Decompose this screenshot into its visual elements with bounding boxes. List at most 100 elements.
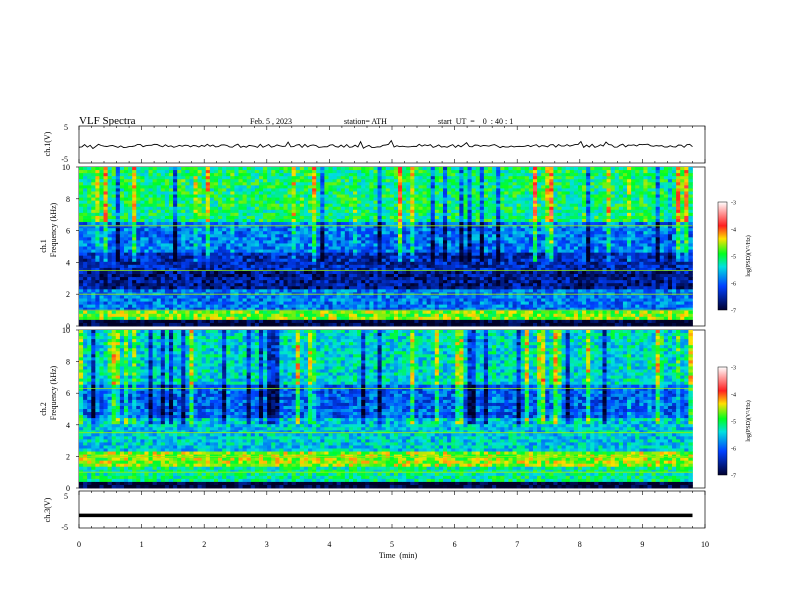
spectrogram-cell xyxy=(91,176,96,180)
spectrogram-cell xyxy=(79,179,84,183)
spectrogram-cell xyxy=(332,264,338,269)
spectrogram-cell xyxy=(91,234,96,238)
spectrogram-cell xyxy=(103,298,109,302)
spectrogram-cell xyxy=(328,234,333,238)
spectrogram-cell xyxy=(381,243,387,247)
spectrogram-cell xyxy=(222,295,227,299)
spectrogram-cell xyxy=(83,188,88,192)
spectrogram-cell xyxy=(148,249,154,254)
spectrogram-cell xyxy=(222,310,227,315)
spectrogram-cell xyxy=(246,298,252,302)
spectrogram-cell xyxy=(459,197,464,202)
spectrogram-cell xyxy=(238,322,243,327)
spectrogram-cell xyxy=(177,173,182,177)
spectrogram-cell xyxy=(83,222,88,226)
spectrogram-cell xyxy=(381,246,387,250)
spectrogram-cell xyxy=(353,209,358,214)
spectrogram-cell xyxy=(168,289,174,293)
spectrogram-cell xyxy=(324,231,329,235)
spectrogram-cell xyxy=(459,252,464,257)
spectrogram-cell xyxy=(434,252,440,257)
spectrogram-cell xyxy=(99,170,104,174)
spectrogram-cell xyxy=(140,237,145,241)
spectrogram-cell xyxy=(234,274,239,278)
spectrogram-cell xyxy=(205,298,211,302)
spectrogram-cell xyxy=(381,206,387,211)
spectrogram-cell xyxy=(209,255,215,260)
spectrogram-cell xyxy=(193,304,199,309)
spectrogram-cell xyxy=(422,197,428,202)
spectrogram-cell xyxy=(430,200,436,205)
spectrogram-cell xyxy=(128,170,133,174)
spectrogram-cell xyxy=(340,319,346,324)
spectrogram-cell xyxy=(320,209,325,214)
spectrogram-cell xyxy=(271,170,276,174)
spectrogram-cell xyxy=(119,307,125,312)
spectrogram-cell xyxy=(320,206,325,211)
spectrogram-cell xyxy=(140,222,145,226)
spectrogram-cell xyxy=(197,277,203,281)
spectrogram-cell xyxy=(173,194,178,198)
spectrogram-cell xyxy=(312,176,317,180)
spectrogram-cell xyxy=(189,200,194,205)
spectrogram-cell xyxy=(459,170,464,174)
spectrogram-cell xyxy=(148,200,154,205)
spectrogram-cell xyxy=(83,267,88,272)
spectrogram-cell xyxy=(385,228,391,232)
spectrogram-cell xyxy=(324,283,329,287)
spectrogram-cell xyxy=(295,197,301,202)
spectrogram-cell xyxy=(209,298,215,302)
spectrogram-cell xyxy=(361,252,366,257)
spectrogram-cell xyxy=(291,167,297,171)
spectrogram-cell xyxy=(168,234,174,238)
spectrogram-cell xyxy=(234,270,239,275)
spectrogram-cell xyxy=(381,203,387,208)
spectrogram-cell xyxy=(398,286,403,290)
spectrogram-cell xyxy=(275,234,280,238)
spectrogram-cell xyxy=(357,194,362,198)
spectrogram-cell xyxy=(160,179,166,183)
spectrogram-cell xyxy=(381,270,387,275)
spectrogram-cell xyxy=(389,215,395,220)
spectrogram-cell xyxy=(287,228,293,232)
spectrogram-cell xyxy=(344,264,350,269)
spectrogram-cell xyxy=(434,222,440,226)
spectrogram-cell xyxy=(115,301,121,305)
spectrogram-cell xyxy=(451,316,456,321)
spectrogram-cell xyxy=(246,316,252,321)
spectrogram-cell xyxy=(459,246,464,250)
spectrogram-cell xyxy=(389,298,395,302)
spectrogram-cell xyxy=(283,252,288,257)
spectrogram-cell xyxy=(393,209,399,214)
spectrogram-cell xyxy=(185,237,190,241)
spectrogram-cell xyxy=(291,295,297,299)
spectrogram-cell xyxy=(459,173,464,177)
spectrogram-cell xyxy=(418,277,423,281)
spectrogram-cell xyxy=(443,270,448,275)
spectrogram-cell xyxy=(160,310,166,315)
spectrogram-cell xyxy=(279,310,284,315)
spectrogram-cell xyxy=(438,222,444,226)
spectrogram-cell xyxy=(430,264,436,269)
spectrogram-cell xyxy=(238,289,243,293)
spectrogram-cell xyxy=(377,252,383,257)
spectrogram-cell xyxy=(434,182,440,186)
spectrogram-cell xyxy=(308,218,313,223)
spectrogram-cell xyxy=(369,277,374,281)
spectrogram-cell xyxy=(451,289,456,293)
spectrogram-cell xyxy=(115,246,121,250)
spectrogram-cell xyxy=(426,185,432,189)
spectrogram-cell xyxy=(148,255,154,260)
spectrogram-cell xyxy=(451,170,456,174)
spectrogram-cell xyxy=(95,215,100,220)
spectrogram-cell xyxy=(164,255,170,260)
spectrogram-cell xyxy=(303,188,309,192)
spectrogram-cell xyxy=(173,316,178,321)
spectrogram-cell xyxy=(103,289,109,293)
spectrogram-cell xyxy=(222,277,227,281)
spectrogram-cell xyxy=(328,322,333,327)
spectrogram-cell xyxy=(308,280,313,284)
spectrogram-cell xyxy=(438,301,444,305)
spectrogram-cell xyxy=(152,313,158,318)
spectrogram-cell xyxy=(230,277,235,281)
